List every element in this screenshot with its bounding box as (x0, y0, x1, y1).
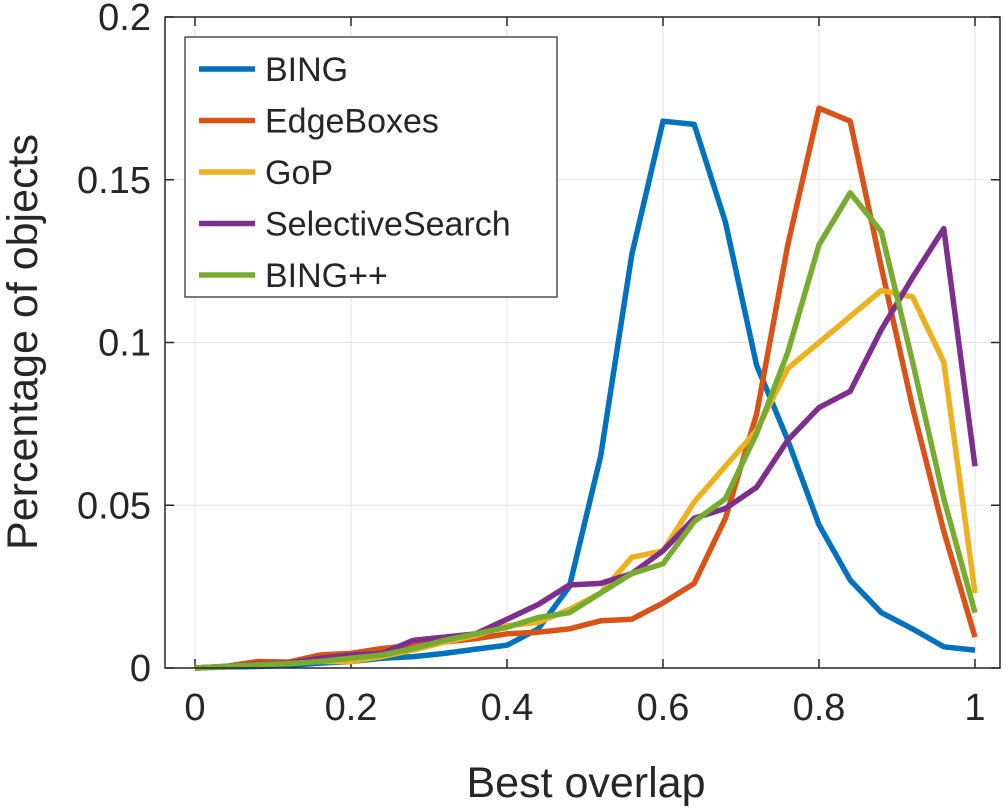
y-axis-title: Percentage of objects (0, 134, 47, 550)
series-line-selectivesearch (194, 225, 978, 671)
legend-box (184, 36, 558, 298)
y-tick-label: 0 (130, 648, 151, 690)
x-tick-label: 0 (184, 687, 205, 729)
series-line-edgeboxes (194, 105, 978, 671)
legend-label: SelectiveSearch (265, 206, 511, 244)
y-tick-labels: 0 0.05 0.1 0.15 0.2 (77, 0, 151, 690)
x-tick-label: 1 (964, 687, 985, 729)
series-lines (194, 105, 978, 671)
x-tick-label: 0.4 (481, 687, 534, 729)
x-tick-label: 0.8 (793, 687, 846, 729)
y-tick-label: 0.05 (77, 485, 151, 527)
y-tick-label: 0.2 (98, 0, 151, 39)
legend-label: BING (265, 51, 348, 89)
x-tick-label: 0.6 (637, 687, 690, 729)
y-tick-label: 0.1 (98, 323, 151, 365)
legend-label: BING++ (265, 257, 388, 295)
x-tick-labels: 0 0.2 0.4 0.6 0.8 1 (184, 687, 985, 729)
series-line-gop (194, 287, 978, 671)
x-tick-label: 0.2 (325, 687, 378, 729)
y-tick-label: 0.15 (77, 160, 151, 202)
plot-frame (164, 16, 1001, 669)
legend-label: GoP (265, 154, 333, 192)
legend-label: EdgeBoxes (265, 103, 439, 141)
legend: BING EdgeBoxes GoP SelectiveSearch BING++ (184, 36, 558, 298)
series-line-bing- (194, 190, 978, 671)
x-axis-title: Best overlap (466, 759, 705, 807)
